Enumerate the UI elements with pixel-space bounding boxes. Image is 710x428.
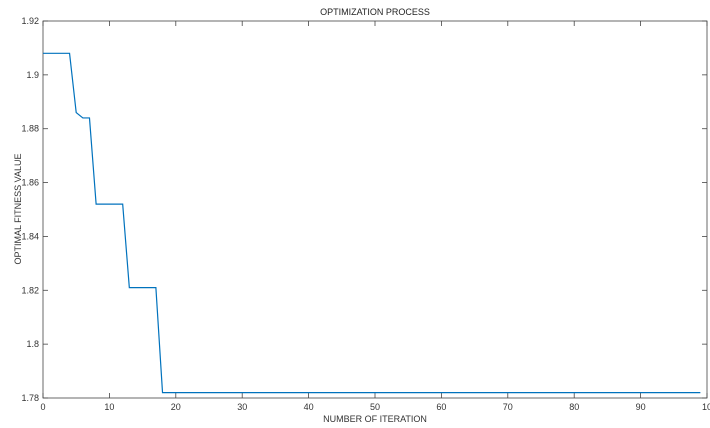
x-tick-label: 20 <box>171 402 181 412</box>
x-tick-label: 30 <box>237 402 247 412</box>
x-tick-label: 90 <box>636 402 646 412</box>
x-tick-label: 80 <box>569 402 579 412</box>
y-tick-label: 1.92 <box>21 16 39 26</box>
series-line <box>43 52 701 394</box>
y-tick-label: 1.9 <box>26 70 39 80</box>
y-tick-label: 1.88 <box>21 124 39 134</box>
x-tick-label: 60 <box>436 402 446 412</box>
x-tick-label: 50 <box>370 402 380 412</box>
plot-area <box>42 20 708 399</box>
x-axis-label: NUMBER OF ITERATION <box>323 414 427 424</box>
y-tick-label: 1.82 <box>21 285 39 295</box>
y-tick-label: 1.84 <box>21 231 39 241</box>
x-tick-label: 70 <box>503 402 513 412</box>
y-tick-label: 1.86 <box>21 178 39 188</box>
y-tick-label: 1.8 <box>26 339 39 349</box>
y-tick-label: 1.78 <box>21 393 39 403</box>
x-tick-label: 10 <box>702 402 710 412</box>
x-tick-label: 40 <box>304 402 314 412</box>
x-tick-label: 10 <box>104 402 114 412</box>
y-axis: 1.78 1.8 1.82 1.84 1.86 1.88 1.9 1.92 <box>21 16 707 403</box>
x-axis: 0 10 20 30 40 50 60 70 80 90 10 <box>40 21 710 412</box>
chart-title: OPTIMIZATION PROCESS <box>320 7 430 17</box>
y-axis-label: OPTIMAL FITNESS VALUE <box>13 153 23 264</box>
x-tick-label: 0 <box>40 402 45 412</box>
